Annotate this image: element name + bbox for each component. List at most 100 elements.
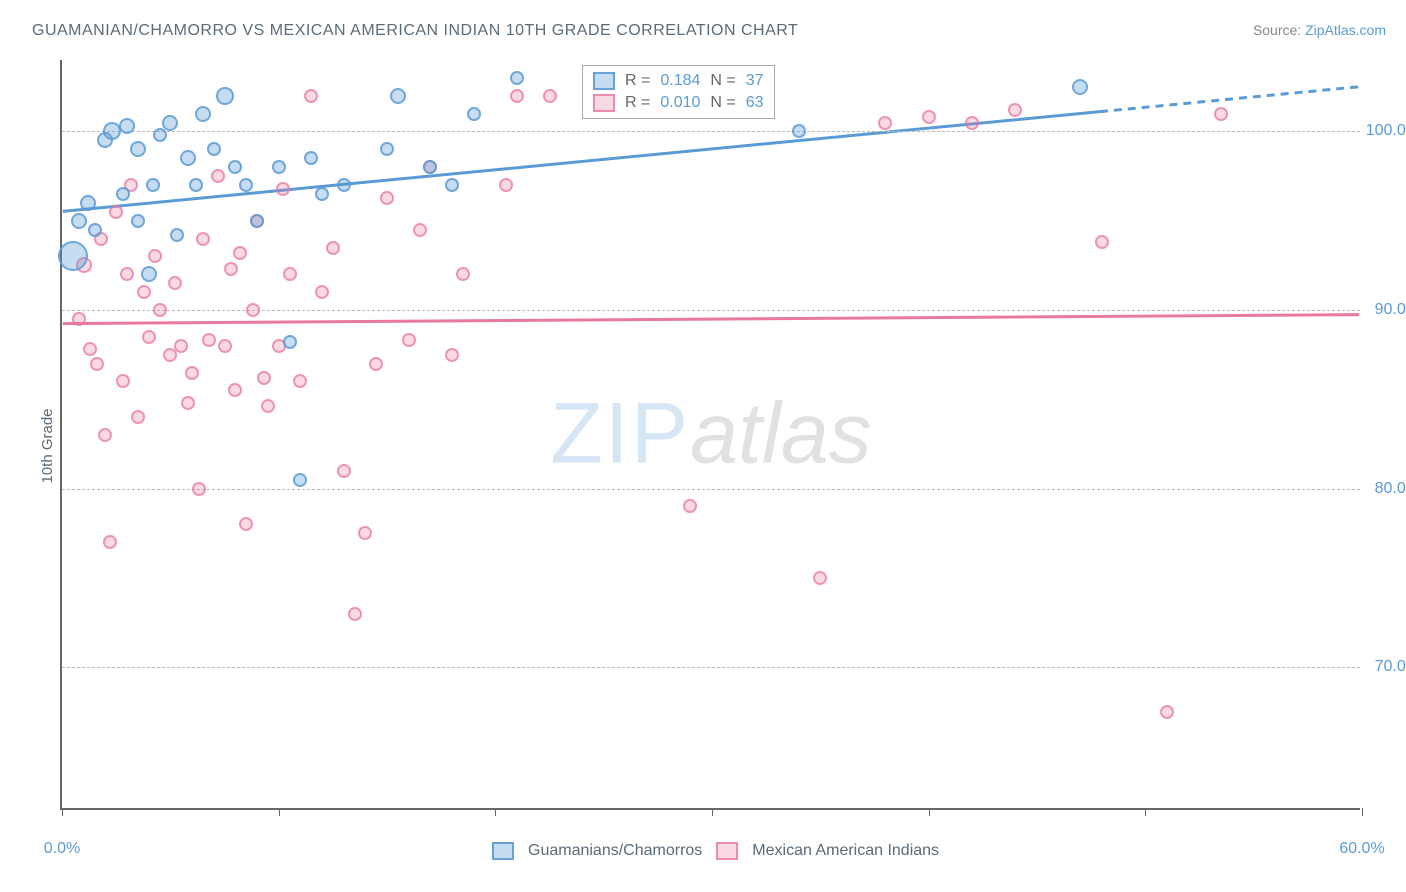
data-point bbox=[380, 191, 394, 205]
data-point bbox=[153, 303, 167, 317]
data-point bbox=[456, 267, 470, 281]
watermark-atlas: atlas bbox=[690, 386, 872, 482]
data-point bbox=[445, 178, 459, 192]
data-point bbox=[130, 141, 146, 157]
data-point bbox=[283, 335, 297, 349]
watermark: ZIPatlas bbox=[550, 385, 871, 484]
r-value-blue: 0.184 bbox=[660, 72, 700, 90]
data-point bbox=[445, 348, 459, 362]
data-point bbox=[390, 88, 406, 104]
data-point bbox=[1008, 103, 1022, 117]
source-link[interactable]: ZipAtlas.com bbox=[1305, 22, 1386, 38]
x-tick bbox=[1362, 808, 1363, 816]
data-point bbox=[293, 473, 307, 487]
data-point bbox=[180, 150, 196, 166]
data-point bbox=[196, 232, 210, 246]
data-point bbox=[813, 571, 827, 585]
data-point bbox=[162, 115, 178, 131]
data-point bbox=[246, 303, 260, 317]
data-point bbox=[326, 241, 340, 255]
data-point bbox=[116, 187, 130, 201]
data-point bbox=[239, 178, 253, 192]
data-point bbox=[369, 357, 383, 371]
x-tick bbox=[929, 808, 930, 816]
data-point bbox=[261, 399, 275, 413]
data-point bbox=[148, 249, 162, 263]
legend-row-blue: R = 0.184 N = 37 bbox=[593, 70, 764, 92]
chart-title: GUAMANIAN/CHAMORRO VS MEXICAN AMERICAN I… bbox=[32, 22, 798, 40]
data-point bbox=[380, 142, 394, 156]
data-point bbox=[98, 428, 112, 442]
data-point bbox=[146, 178, 160, 192]
x-tick bbox=[62, 808, 63, 816]
data-point bbox=[88, 223, 102, 237]
data-point bbox=[510, 71, 524, 85]
data-point bbox=[276, 182, 290, 196]
data-point bbox=[1072, 79, 1088, 95]
y-axis-label: 10th Grade bbox=[39, 408, 56, 483]
data-point bbox=[153, 128, 167, 142]
data-point bbox=[239, 517, 253, 531]
x-tick bbox=[279, 808, 280, 816]
data-point bbox=[207, 142, 221, 156]
data-point bbox=[315, 187, 329, 201]
x-tick-label: 60.0% bbox=[1339, 840, 1384, 858]
data-point bbox=[202, 333, 216, 347]
n-prefix: N = bbox=[710, 94, 735, 112]
y-tick-label: 80.0% bbox=[1375, 480, 1406, 498]
data-point bbox=[174, 339, 188, 353]
data-point bbox=[170, 228, 184, 242]
data-point bbox=[413, 223, 427, 237]
data-point bbox=[792, 124, 806, 138]
n-value-pink: 63 bbox=[746, 94, 764, 112]
data-point bbox=[922, 110, 936, 124]
data-point bbox=[878, 116, 892, 130]
data-point bbox=[965, 116, 979, 130]
data-point bbox=[337, 178, 351, 192]
data-point bbox=[72, 312, 86, 326]
series-name-pink: Mexican American Indians bbox=[752, 842, 939, 860]
data-point bbox=[304, 89, 318, 103]
series-name-blue: Guamanians/Chamorros bbox=[528, 842, 702, 860]
data-point bbox=[348, 607, 362, 621]
data-point bbox=[90, 357, 104, 371]
data-point bbox=[58, 241, 88, 271]
r-prefix: R = bbox=[625, 94, 650, 112]
data-point bbox=[181, 396, 195, 410]
x-tick bbox=[495, 808, 496, 816]
legend-row-pink: R = 0.010 N = 63 bbox=[593, 92, 764, 114]
data-point bbox=[83, 342, 97, 356]
data-point bbox=[141, 266, 157, 282]
data-point bbox=[119, 118, 135, 134]
data-point bbox=[80, 195, 96, 211]
swatch-blue bbox=[593, 72, 615, 90]
data-point bbox=[402, 333, 416, 347]
gridline bbox=[62, 667, 1360, 668]
data-point bbox=[358, 526, 372, 540]
data-point bbox=[228, 160, 242, 174]
n-value-blue: 37 bbox=[746, 72, 764, 90]
data-point bbox=[257, 371, 271, 385]
watermark-zip: ZIP bbox=[550, 386, 690, 482]
source-label: Source: ZipAtlas.com bbox=[1253, 22, 1386, 38]
swatch-pink bbox=[593, 94, 615, 112]
y-tick-label: 70.0% bbox=[1375, 658, 1406, 676]
series-legend: Guamanians/Chamorros Mexican American In… bbox=[492, 842, 939, 860]
y-tick-label: 100.0% bbox=[1366, 122, 1406, 140]
data-point bbox=[1160, 705, 1174, 719]
data-point bbox=[467, 107, 481, 121]
data-point bbox=[71, 213, 87, 229]
trend-lines-svg bbox=[62, 60, 1360, 808]
data-point bbox=[192, 482, 206, 496]
data-point bbox=[120, 267, 134, 281]
gridline bbox=[62, 131, 1360, 132]
data-point bbox=[195, 106, 211, 122]
data-point bbox=[315, 285, 329, 299]
x-tick bbox=[712, 808, 713, 816]
data-point bbox=[168, 276, 182, 290]
source-prefix: Source: bbox=[1253, 22, 1305, 38]
n-prefix: N = bbox=[710, 72, 735, 90]
data-point bbox=[233, 246, 247, 260]
data-point bbox=[283, 267, 297, 281]
data-point bbox=[131, 214, 145, 228]
